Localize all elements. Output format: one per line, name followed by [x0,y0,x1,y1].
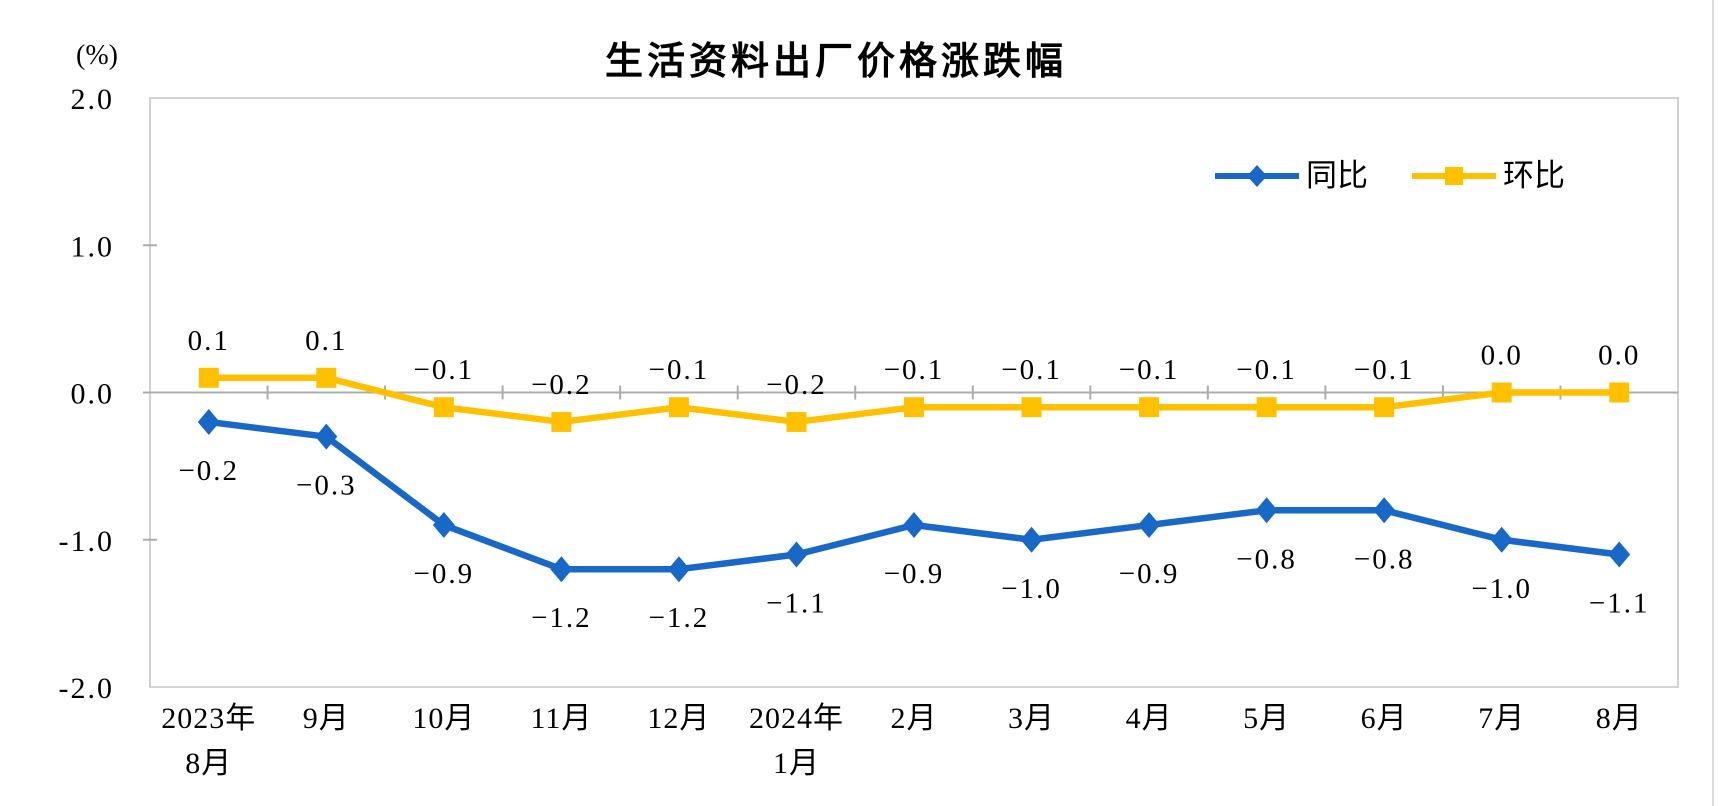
data-label: −0.2 [766,369,827,401]
data-label: 0.0 [1598,340,1640,372]
data-point [432,512,455,539]
data-label: −0.8 [1354,543,1415,575]
legend-label-mom: 环比 [1503,158,1565,193]
legend-label-yoy: 同比 [1306,158,1368,193]
data-point [1255,497,1278,524]
data-point [1021,397,1042,418]
y-tick-label: -1.0 [59,525,115,558]
x-tick-label: 8月 [185,747,232,780]
data-label: −0.9 [1119,558,1180,590]
x-tick-label: 2024年 [749,702,844,735]
y-tick-label: 2.0 [71,83,115,116]
data-point [1609,382,1630,403]
data-point [1608,541,1631,568]
legend-item-mom: 环比 [1410,160,1565,191]
x-tick-label: 5月 [1243,702,1290,735]
data-point [667,556,690,583]
x-tick-label: 11月 [530,702,592,735]
data-label: −0.1 [884,354,945,386]
data-point [1374,397,1395,418]
data-point [1490,526,1513,553]
data-label: −0.1 [1354,354,1415,386]
y-axis-unit-label: (%) [76,40,118,71]
y-tick-label: -2.0 [59,672,115,705]
data-label: −0.1 [414,354,475,386]
data-point [1491,382,1512,403]
data-label: 0.1 [188,325,230,357]
data-label: 0.1 [305,325,347,357]
x-tick-label: 10月 [412,702,475,735]
data-label: −1.2 [649,602,710,634]
mom-line-square-icon [1412,166,1496,185]
yoy-line-diamond-icon [1215,164,1299,187]
data-point [315,423,338,450]
legend-item-yoy: 同比 [1213,160,1368,191]
x-tick-label: 3月 [1008,702,1055,735]
data-label: −0.1 [1001,354,1062,386]
data-point [1256,397,1277,418]
x-tick-label: 4月 [1126,702,1173,735]
data-label: −0.2 [178,455,239,487]
y-tick-label: 1.0 [71,230,115,263]
data-label: −1.1 [1589,587,1650,619]
x-tick-label: 1月 [773,747,820,780]
data-label: −1.0 [1001,573,1062,605]
data-label: −0.9 [414,558,475,590]
data-point [668,397,689,418]
data-label: −0.3 [296,470,357,502]
data-point [1138,512,1161,539]
data-point [198,367,219,388]
data-point [1020,526,1043,553]
x-tick-label: 2023年 [161,702,256,735]
data-label: −1.0 [1471,573,1532,605]
data-label: −0.2 [531,369,592,401]
data-label: −0.1 [1236,354,1297,386]
x-tick-label: 7月 [1478,702,1525,735]
data-label: −1.2 [531,602,592,634]
data-point [433,397,454,418]
window-edge-divider [1712,0,1714,806]
x-tick-label: 8月 [1596,702,1643,735]
data-point [1139,397,1160,418]
x-tick-label: 12月 [647,702,710,735]
data-label: −0.1 [649,354,710,386]
chart-title: 生活资料出厂价格涨跌幅 [604,41,1067,83]
data-label: −0.8 [1236,543,1297,575]
data-label: −0.9 [884,558,945,590]
data-label: −1.1 [766,587,827,619]
x-tick-label: 2月 [891,702,938,735]
data-label: 0.0 [1481,340,1523,372]
x-tick-label: 6月 [1361,702,1408,735]
data-label: −0.1 [1119,354,1180,386]
y-tick-label: 0.0 [71,378,115,411]
data-point [786,411,807,432]
data-point [904,397,924,418]
data-point [903,512,925,539]
data-point [197,408,220,435]
data-point [1373,497,1396,524]
x-tick-label: 9月 [303,702,350,735]
data-point [785,541,808,568]
data-point [551,411,572,432]
chart-legend: 同比 环比 [1213,160,1565,191]
data-point [550,556,573,583]
data-point [316,367,337,388]
